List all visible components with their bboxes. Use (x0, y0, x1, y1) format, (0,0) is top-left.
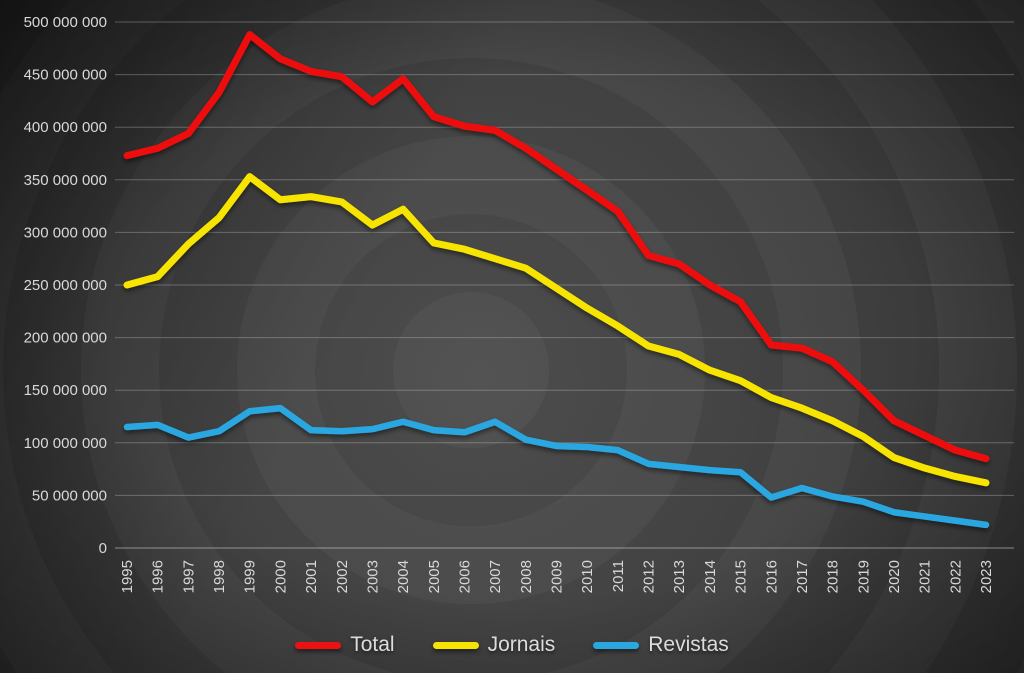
x-axis-tick-label: 1996 (150, 560, 167, 593)
x-axis-tick-label: 2006 (456, 560, 473, 593)
y-axis-tick-label: 450 000 000 (24, 67, 107, 84)
y-axis-tick-label: 200 000 000 (24, 330, 107, 347)
x-axis-tick-label: 2010 (579, 560, 596, 593)
y-axis-tick-label: 150 000 000 (24, 382, 107, 399)
total-line-swatch (295, 641, 342, 649)
x-axis-tick-label: 2014 (702, 560, 719, 593)
x-axis-tick-label: 2023 (978, 560, 995, 593)
x-axis-tick-label: 2000 (272, 560, 289, 593)
x-axis-tick-label: 2009 (549, 560, 566, 593)
x-axis-tick-label: 2004 (395, 560, 412, 593)
x-axis-tick-label: 2022 (947, 560, 964, 593)
y-axis-tick-label: 300 000 000 (24, 224, 107, 241)
legend-item-jornais: Jornais (432, 633, 556, 657)
x-axis-tick-label: 2005 (426, 560, 443, 593)
x-axis-tick-label: 2017 (794, 560, 811, 593)
y-axis-tick-label: 100 000 000 (24, 435, 107, 452)
x-axis-tick-label: 1997 (180, 560, 197, 593)
y-axis-tick-label: 0 (99, 540, 107, 557)
jornais-line-swatch (432, 641, 479, 649)
series-line-jornais (123, 173, 990, 487)
y-axis-tick-label: 400 000 000 (24, 119, 107, 136)
legend-item-total: Total (295, 633, 395, 657)
x-axis-tick-label: 2013 (671, 560, 688, 593)
legend-label-revistas: Revistas (648, 633, 729, 656)
y-axis-tick-label: 50 000 000 (32, 487, 107, 504)
x-axis-tick-label: 2012 (641, 560, 658, 593)
y-axis-tick-label: 500 000 000 (24, 14, 107, 31)
legend-label-jornais: Jornais (487, 633, 556, 656)
x-axis-tick-label: 2019 (855, 560, 872, 593)
x-axis-tick-label: 2008 (518, 560, 535, 593)
x-axis-tick-label: 1998 (211, 560, 228, 593)
series-line-revistas (123, 404, 990, 529)
x-axis-tick-label: 2018 (825, 560, 842, 593)
legend-item-revistas: Revistas (593, 633, 729, 657)
chart-legend: Total Jornais Revistas (0, 633, 1024, 657)
x-axis-tick-label: 2001 (303, 560, 320, 593)
series-line-total (123, 31, 990, 463)
x-axis-tick-label: 2007 (487, 560, 504, 593)
x-axis-tick-label: 2016 (763, 560, 780, 593)
x-axis-tick-label: 1995 (119, 560, 136, 593)
x-axis-tick-label: 2021 (917, 560, 934, 593)
legend-label-total: Total (350, 633, 395, 656)
x-axis-tick-label: 1999 (242, 560, 259, 593)
x-axis-tick-label: 2003 (364, 560, 381, 593)
revistas-line-swatch (593, 641, 640, 649)
x-axis-tick-label: 2015 (733, 560, 750, 593)
x-axis-tick-label: 2011 (610, 560, 627, 592)
x-axis-tick-label: 2002 (334, 560, 351, 593)
y-axis-tick-label: 350 000 000 (24, 172, 107, 189)
x-axis-tick-label: 2020 (886, 560, 903, 593)
y-axis-tick-label: 250 000 000 (24, 277, 107, 294)
